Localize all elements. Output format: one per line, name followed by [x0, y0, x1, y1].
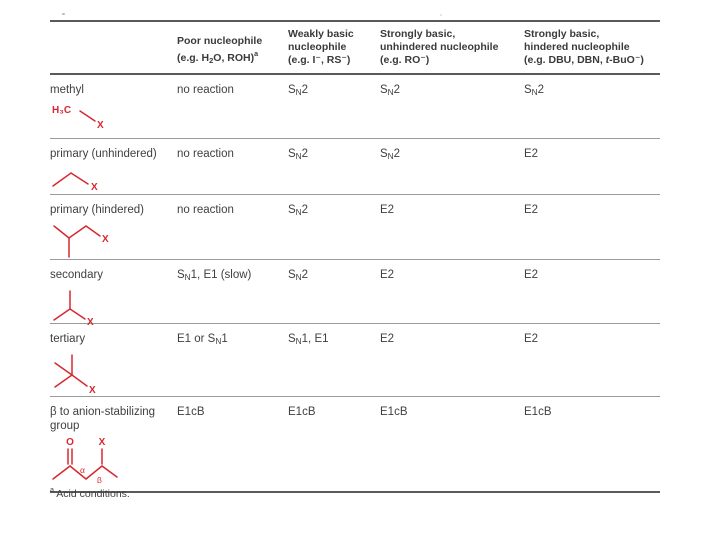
- table-row: methyl H₃C X no reaction SN2 SN2 SN2: [50, 75, 660, 139]
- header-spacer: [50, 22, 177, 73]
- table-cell: no reaction: [177, 84, 234, 96]
- h3c-atom-label: H₃C: [52, 105, 71, 116]
- row-label: tertiary: [50, 333, 86, 345]
- primary-unhindered-structure-drawing: X: [52, 171, 98, 193]
- table-row: tertiary X E1 or SN1 SN1, E1 E2 E2: [50, 324, 660, 397]
- table-cell: E2: [380, 204, 395, 216]
- table-cell: SN2: [524, 84, 545, 98]
- x-atom-label: X: [99, 437, 106, 448]
- table-cell: E1cB: [288, 406, 316, 418]
- table-cell: no reaction: [177, 204, 234, 216]
- table-cell: SN1, E1 (slow): [177, 269, 252, 283]
- table-cell: E1 or SN1: [177, 333, 228, 347]
- row-label: β to anion-stabilizing group: [50, 406, 156, 432]
- header-line: Strongly basic,: [524, 28, 600, 40]
- header-line: (e.g. DBU, DBN, t-BuO⁻): [524, 54, 644, 66]
- header-strongly-basic-unhindered: Strongly basic, unhindered nucleophile (…: [380, 22, 524, 73]
- table-cell: E1cB: [524, 406, 552, 418]
- header-line: Weakly basic: [288, 28, 354, 40]
- table-cell: E1cB: [380, 406, 408, 418]
- scan-artifact: [440, 14, 442, 16]
- header-line: unhindered nucleophile: [380, 41, 499, 53]
- primary-hindered-structure-drawing: X: [53, 224, 109, 258]
- table-row: secondary X SN1, E1 (slow) SN2 E2 E2: [50, 260, 660, 328]
- table-cell: no reaction: [177, 148, 234, 160]
- secondary-structure-drawing: X: [53, 289, 94, 328]
- header-line: Poor nucleophile: [177, 34, 263, 47]
- table-cell: E2: [524, 204, 539, 216]
- table-cell: SN1, E1: [288, 333, 329, 347]
- header-line: (e.g. RO⁻): [380, 54, 430, 66]
- header-line: hindered nucleophile: [524, 41, 630, 53]
- table-row: β to anion-stabilizing group O X α β a A…: [50, 397, 660, 500]
- scan-artifact: [62, 13, 65, 15]
- row-label: primary (hindered): [50, 204, 144, 216]
- table-cell: E2: [380, 269, 395, 281]
- header-weakly-basic: Weakly basic nucleophile (e.g. I⁻, RS⁻): [288, 22, 380, 73]
- table-cell: E2: [380, 333, 395, 345]
- table-cell: E2: [524, 333, 539, 345]
- table-cell: SN2: [380, 148, 401, 162]
- table-cell: E2: [524, 148, 539, 160]
- x-atom-label: X: [87, 317, 94, 328]
- row-label: primary (unhindered): [50, 148, 157, 160]
- table-cell: E1cB: [177, 406, 205, 418]
- header-poor-nucleophile: Poor nucleophile (e.g. H2O, ROH)a: [177, 22, 288, 73]
- header-line: (e.g. I⁻, RS⁻): [288, 54, 351, 66]
- row-label: methyl: [50, 84, 84, 96]
- beta-anion-structure-drawing: O X α β: [52, 437, 118, 483]
- selectivity-table: Poor nucleophile (e.g. H2O, ROH)a Weakly…: [50, 20, 660, 500]
- header-line: nucleophile: [288, 41, 347, 53]
- o-atom-label: O: [66, 437, 74, 448]
- x-atom-label: X: [102, 234, 109, 245]
- table-cell: SN2: [288, 204, 309, 218]
- table-header-row: Poor nucleophile (e.g. H2O, ROH)a Weakly…: [50, 22, 660, 75]
- table-row: primary (hindered) X no reaction SN2 E2 …: [50, 195, 660, 260]
- row-label: secondary: [50, 269, 104, 281]
- table-row: primary (unhindered) X no reaction SN2 S…: [50, 139, 660, 195]
- table-cell: E2: [524, 269, 539, 281]
- methyl-structure-drawing: H₃C X: [52, 105, 104, 131]
- alpha-label: α: [80, 465, 85, 475]
- x-atom-label: X: [89, 385, 96, 396]
- table-cell: SN2: [288, 84, 309, 98]
- header-line: Strongly basic,: [380, 28, 456, 40]
- x-atom-label: X: [91, 182, 98, 193]
- table-footnote: a Acid conditions.: [50, 486, 130, 501]
- beta-label: β: [97, 475, 102, 483]
- table-cell: SN2: [288, 148, 309, 162]
- table-cell: SN2: [380, 84, 401, 98]
- header-line: (e.g. H2O, ROH)a: [177, 49, 259, 65]
- tertiary-structure-drawing: X: [54, 353, 96, 396]
- header-strongly-basic-hindered: Strongly basic, hindered nucleophile (e.…: [524, 22, 660, 73]
- table-cell: SN2: [288, 269, 309, 283]
- x-atom-label: X: [97, 120, 104, 131]
